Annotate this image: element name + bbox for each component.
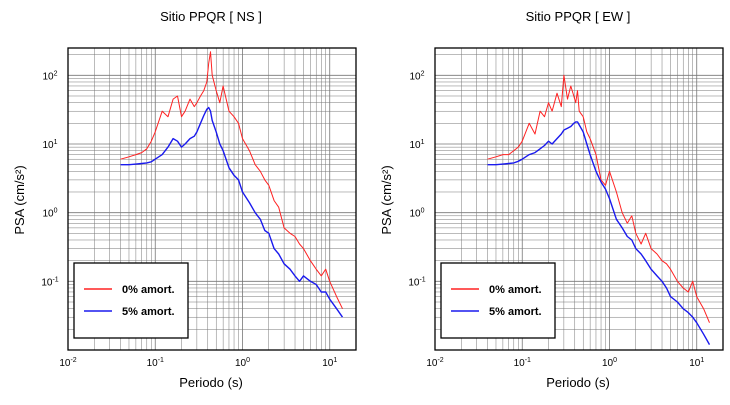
x-axis-label: Periodo (s) (546, 375, 610, 390)
legend: 0% amort. 5% amort. (73, 262, 189, 339)
x-axis-label: Periodo (s) (179, 375, 243, 390)
chart-title: Sitio PPQR [ NS ] (160, 9, 262, 24)
legend-label: 5% amort. (489, 306, 542, 318)
y-axis-label: PSA (cm/s²) (12, 165, 27, 234)
legend: 0% amort. 5% amort. (440, 262, 556, 339)
x-tick-label: 100 (235, 357, 250, 369)
y-tick-label: 101 (409, 139, 424, 151)
x-tick-label: 10-2 (426, 357, 443, 369)
chart-panel-ew: Sitio PPQR [ EW ] Periodo (s) PSA (cm/s²… (379, 9, 724, 390)
x-tick-label: 100 (602, 357, 617, 369)
plot-frame (434, 47, 724, 351)
series-line-5pct (120, 106, 344, 318)
series-line-5pct (487, 121, 711, 345)
x-tick-label: 10-2 (59, 357, 76, 369)
legend-label: 5% amort. (122, 306, 175, 318)
x-tick-label: 101 (689, 357, 704, 369)
x-tick-label: 101 (322, 357, 337, 369)
y-tick-label: 10-1 (408, 276, 425, 288)
y-tick-label: 101 (42, 139, 57, 151)
x-tick-label: 10-1 (147, 357, 164, 369)
chart-title: Sitio PPQR [ EW ] (526, 9, 631, 24)
y-tick-label: 10-1 (41, 276, 58, 288)
y-axis-label: PSA (cm/s²) (379, 165, 394, 234)
chart-panel-ns: Sitio PPQR [ NS ] Periodo (s) PSA (cm/s²… (12, 9, 357, 390)
y-tick-label: 100 (42, 208, 57, 220)
y-tick-label: 102 (42, 70, 57, 82)
series-line-0pct (487, 74, 710, 323)
x-tick-label: 10-1 (514, 357, 531, 369)
y-tick-label: 100 (409, 208, 424, 220)
series-line-0pct (120, 51, 343, 309)
legend-label: 0% amort. (489, 284, 542, 296)
y-tick-label: 102 (409, 70, 424, 82)
legend-label: 0% amort. (122, 284, 175, 296)
plot-frame (67, 47, 357, 351)
